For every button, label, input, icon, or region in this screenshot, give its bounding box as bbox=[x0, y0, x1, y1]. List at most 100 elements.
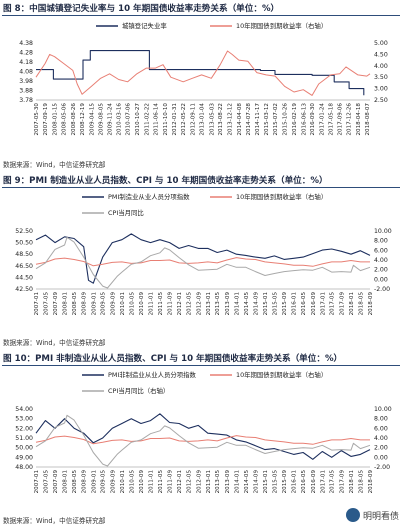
left-axis-tick-label: 3.78 bbox=[19, 97, 33, 104]
x-axis-tick-label: 2012-01 bbox=[177, 292, 183, 316]
x-axis-tick-label: 2007-09-19 bbox=[43, 103, 49, 136]
x-axis-tick-label: 2010-10-27 bbox=[135, 103, 141, 136]
x-axis-tick-label: 2008-01 bbox=[63, 292, 69, 316]
x-axis-tick-label: 2007-01 bbox=[34, 292, 40, 316]
x-axis-tick-label: 2017-01-24 bbox=[320, 103, 326, 136]
x-axis-tick-label: 2015-01 bbox=[263, 470, 269, 494]
legend-entry: 城镇登记失业率 bbox=[122, 21, 167, 30]
chart-figure-10: 54.00 53.00 52.00 51.00 50.00 49.00 48.00 10.00… bbox=[15, 370, 391, 494]
x-axis-tick-label: 2016-01 bbox=[292, 470, 298, 494]
x-axis-tick-label: 2013-01 bbox=[206, 470, 212, 494]
x-axis-tick-label: 2017-05 bbox=[330, 292, 336, 316]
x-axis-tick-label: 2014-05 bbox=[244, 470, 250, 494]
x-axis-tick-label: 2018-09 bbox=[368, 470, 374, 494]
x-axis-tick-label: 2010-03-16 bbox=[117, 103, 123, 136]
x-axis-tick-label: 2018-08-07 bbox=[365, 103, 371, 136]
watermark: 明明看债 bbox=[345, 508, 399, 522]
series-line-2 bbox=[35, 257, 370, 267]
x-axis-tick-label: 2008-01-15 bbox=[53, 103, 59, 136]
x-axis-tick-label: 2018-01 bbox=[349, 292, 355, 316]
x-axis-tick-label: 2016-05 bbox=[301, 470, 307, 494]
figure-8-top-rule bbox=[2, 15, 400, 16]
x-axis-tick-label: 2015-10-26 bbox=[283, 103, 289, 136]
x-axis-tick-label: 2016-02-19 bbox=[292, 103, 298, 136]
right-axis-tick-label: 2.50 bbox=[374, 97, 388, 104]
right-axis-tick-label: 6.00 bbox=[374, 425, 388, 432]
x-axis-tick-label: 2011-02-22 bbox=[144, 103, 150, 136]
x-axis-tick-label: 2008-09 bbox=[82, 292, 88, 316]
x-axis-tick-label: 2011-09 bbox=[168, 470, 174, 494]
x-axis-tick-label: 2014-09 bbox=[253, 292, 259, 316]
x-axis-tick-label: 2017-05 bbox=[330, 470, 336, 494]
x-axis-tick-label: 2017-05-18 bbox=[329, 103, 335, 136]
x-axis-tick-label: 2008-08-26 bbox=[71, 103, 77, 136]
figure-9-source: 数据来源：Wind，中信证券研究部 bbox=[3, 339, 106, 347]
x-axis-tick-label: 2012-09 bbox=[196, 470, 202, 494]
x-axis-tick-label: 2011-01 bbox=[149, 470, 155, 494]
x-axis-tick-label: 2013-09 bbox=[225, 292, 231, 316]
x-axis-tick-label: 2014-01 bbox=[234, 292, 240, 316]
figure-10-source: 数据来源：Wind，中信证券研究部 bbox=[3, 517, 106, 525]
x-axis-tick-label: 2014-11-17 bbox=[255, 103, 261, 136]
right-axis-tick-label: -2.00 bbox=[374, 464, 390, 471]
x-axis-tick-label: 2013-01 bbox=[206, 292, 212, 316]
x-axis-tick-label: 2011-05 bbox=[158, 470, 164, 494]
x-axis-tick-label: 2010-09 bbox=[139, 470, 145, 494]
x-axis-tick-label: 2010-05 bbox=[129, 292, 135, 316]
series-line-1 bbox=[35, 233, 371, 284]
x-axis-tick-label: 2017-09-06 bbox=[338, 103, 344, 136]
x-axis-tick-label: 2009-01 bbox=[91, 292, 97, 316]
left-axis-tick-label: 4.38 bbox=[19, 40, 33, 47]
x-axis-tick-label: 2011-09 bbox=[168, 292, 174, 316]
x-axis-tick-label: 2011-10-10 bbox=[163, 103, 169, 136]
x-axis-tick-label: 2016-05 bbox=[301, 292, 307, 316]
x-axis-tick-label: 2015-09 bbox=[282, 292, 288, 316]
right-axis-tick-label: 8.00 bbox=[374, 238, 388, 245]
right-axis-tick-label: 5.00 bbox=[374, 40, 388, 47]
x-axis-tick-label: 2014-05 bbox=[244, 292, 250, 316]
x-axis-tick-label: 2008-05-06 bbox=[62, 103, 68, 136]
x-axis-tick-label: 2012-05 bbox=[187, 292, 193, 316]
x-axis-tick-label: 2008-09 bbox=[82, 470, 88, 494]
series-line-1 bbox=[35, 413, 371, 460]
x-axis-tick-label: 2008-05 bbox=[72, 292, 78, 316]
left-axis-tick-label: 54.00 bbox=[15, 406, 33, 413]
x-axis-tick-label: 2018-01 bbox=[349, 470, 355, 494]
right-axis-tick-label: 2.00 bbox=[374, 445, 388, 452]
left-axis-tick-label: 4.18 bbox=[19, 59, 33, 66]
left-axis-tick-label: 46.50 bbox=[15, 263, 33, 270]
x-axis-tick-label: 2009-04-15 bbox=[90, 103, 96, 136]
x-axis-tick-label: 2009-09 bbox=[110, 470, 116, 494]
x-axis-tick-label: 2017-01 bbox=[320, 292, 326, 316]
x-axis-tick-label: 2007-01 bbox=[34, 470, 40, 494]
x-axis-tick-label: 2009-05 bbox=[101, 292, 107, 316]
x-axis-tick-label: 2009-01 bbox=[91, 470, 97, 494]
x-axis-tick-label: 2013-08-22 bbox=[218, 103, 224, 136]
x-axis-tick-label: 2010-09 bbox=[139, 292, 145, 316]
x-axis-tick-label: 2008-05 bbox=[72, 470, 78, 494]
x-axis-tick-label: 2016-06-13 bbox=[301, 103, 307, 136]
chart-figure-8: 4.38 4.28 4.18 4.08 3.98 3.88 3.78 5.00 4.50 4.00… bbox=[19, 21, 388, 136]
x-axis-tick-label: 2007-05 bbox=[43, 292, 49, 316]
figure-8-source: 数据来源：Wind，中信证券研究部 bbox=[3, 161, 106, 169]
right-axis-tick-label: 0.00 bbox=[374, 276, 388, 283]
x-axis-tick-label: 2017-09 bbox=[339, 292, 345, 316]
legend-entry: 10年期国债到期收益率（右轴） bbox=[236, 21, 327, 30]
chart-figure-9: 52.50 50.50 48.50 46.50 44.50 42.50 10.00 8.00 6… bbox=[15, 192, 391, 316]
figure-9: 图 9：PMI 制造业从业人员指数、CPI 与 10 年期国债收益率走势关系（单… bbox=[0, 172, 405, 350]
x-axis-tick-label: 2011-05 bbox=[158, 292, 164, 316]
x-axis-tick-label: 2010-01 bbox=[120, 470, 126, 494]
x-axis-tick-label: 2018-04-18 bbox=[356, 103, 362, 136]
x-axis-tick-label: 2015-07-02 bbox=[273, 103, 279, 136]
x-axis-tick-label: 2008-12-19 bbox=[80, 103, 86, 136]
x-axis-tick-label: 2009-08-05 bbox=[99, 103, 105, 136]
x-axis-tick-label: 2012-09 bbox=[196, 292, 202, 316]
legend-entry: CPI当月同比 bbox=[108, 208, 144, 217]
x-axis-tick-label: 2007-09 bbox=[53, 292, 59, 316]
left-axis-tick-label: 53.00 bbox=[15, 416, 33, 423]
left-axis-tick-label: 44.50 bbox=[15, 274, 33, 281]
x-axis-tick-label: 2011-01 bbox=[149, 292, 155, 316]
watermark-text: 明明看债 bbox=[362, 511, 399, 522]
left-axis-tick-label: 51.00 bbox=[15, 435, 33, 442]
left-axis-tick-label: 52.00 bbox=[15, 425, 33, 432]
